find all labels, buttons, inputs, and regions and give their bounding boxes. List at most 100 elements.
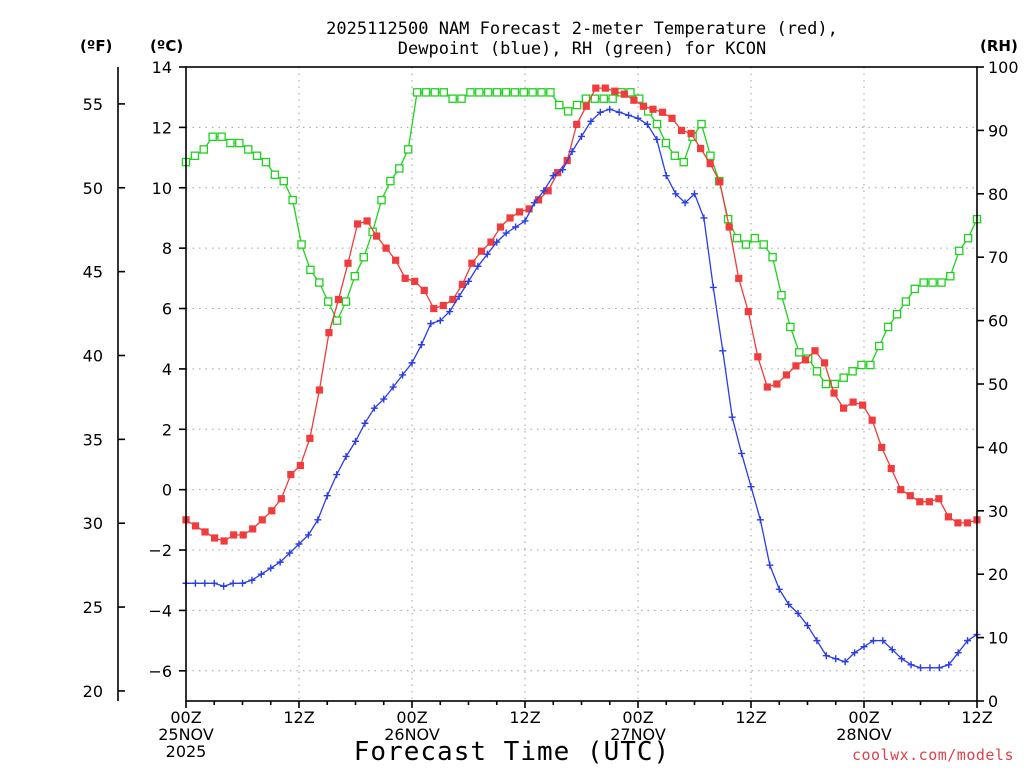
rh-point <box>519 88 528 97</box>
dewpoint-point <box>785 600 793 608</box>
temperature-point <box>935 495 943 503</box>
temperature-point <box>677 126 686 134</box>
temperature-point <box>601 84 609 92</box>
rh-point <box>279 176 289 186</box>
dewpoint-point <box>907 661 915 669</box>
rh-point <box>243 145 253 154</box>
time-tick-label: 12Z <box>283 708 314 727</box>
dewpoint-point <box>747 483 755 491</box>
rh-point <box>821 379 831 389</box>
rh-point <box>190 151 200 161</box>
temperature-point <box>191 522 200 530</box>
rh-point <box>697 119 706 129</box>
time-tick-label: 00Z <box>170 708 201 727</box>
rh-point <box>483 88 493 97</box>
rh-point <box>563 107 573 116</box>
dewpoint-point <box>502 229 510 237</box>
dewpoint-point <box>540 187 548 195</box>
dewpoint-point <box>286 549 294 557</box>
rh-point <box>839 373 848 382</box>
temperature-point <box>639 102 648 110</box>
temperature-point <box>658 108 667 116</box>
time-tick-label: 00Z <box>622 708 653 727</box>
rh-point <box>377 195 386 205</box>
time-tick-label: 27NOV <box>610 725 666 744</box>
temperature-point <box>897 486 905 494</box>
temperature-point <box>230 531 238 539</box>
dewpoint-point <box>399 371 407 379</box>
dewpoint-point <box>446 308 454 316</box>
temperature-point <box>249 525 257 533</box>
temperature-point <box>592 84 600 92</box>
temperature-point <box>258 516 266 524</box>
dewpoint-point <box>804 622 811 630</box>
rh-point <box>608 94 617 103</box>
temperature-point <box>716 178 724 186</box>
rh-point <box>492 88 502 97</box>
rh-tick-label: 10 <box>988 629 1008 648</box>
temperature-point <box>792 362 800 370</box>
dewpoint-point <box>860 643 868 651</box>
dewpoint-point <box>917 664 924 672</box>
rh-point <box>199 145 209 154</box>
rh-point <box>910 284 920 294</box>
rh-point <box>528 88 537 97</box>
temperature-point <box>535 196 543 204</box>
dewpoint-point <box>926 664 934 672</box>
dewpoint-point <box>455 292 463 300</box>
dewpoint-point <box>888 646 896 654</box>
rh-point <box>395 164 404 173</box>
rh-point <box>261 157 271 167</box>
rh-point <box>350 271 360 281</box>
temperature-point <box>668 114 676 122</box>
dewpoint-point <box>794 609 802 617</box>
temperature-point <box>706 160 714 168</box>
celsius-tick-label: 0 <box>162 481 172 500</box>
dewpoint-line <box>186 108 978 669</box>
temperature-point <box>839 404 848 412</box>
celsius-tick-label: 14 <box>152 58 172 77</box>
fahrenheit-tick-label: 45 <box>83 263 103 282</box>
series-temperature <box>182 84 981 545</box>
dewpoint-point <box>587 117 595 125</box>
rh-point <box>448 94 457 103</box>
temperature-point <box>525 205 533 213</box>
rh-point <box>457 94 466 103</box>
dewpoint-point <box>549 172 557 180</box>
rh-point <box>732 233 742 243</box>
temperature-point <box>449 295 457 304</box>
temperature-point <box>411 277 419 285</box>
rh-point <box>874 341 884 351</box>
dewpoint-point <box>559 166 567 174</box>
rh-point <box>919 278 928 287</box>
dewpoint-point <box>352 437 359 445</box>
dewpoint-point <box>954 649 962 657</box>
dewpoint-point <box>361 419 369 427</box>
dewpoint-point <box>738 449 746 457</box>
rh-tick-label: 40 <box>988 438 1008 457</box>
temperature-point <box>916 498 924 506</box>
fahrenheit-tick-label: 40 <box>83 346 103 365</box>
dewpoint-point <box>653 135 661 143</box>
dewpoint-point <box>766 561 774 569</box>
rh-point <box>297 240 306 249</box>
rh-point <box>812 367 822 376</box>
dewpoint-point <box>474 262 482 270</box>
plot-frame <box>185 66 978 702</box>
temperature-point <box>506 214 514 222</box>
temperature-point <box>582 102 590 110</box>
rh-axis-unit: (RH) <box>980 37 1018 55</box>
rh-point <box>741 240 751 249</box>
temperature-point <box>382 244 390 252</box>
time-tick-label: 12Z <box>509 708 540 727</box>
rh-point <box>226 138 235 148</box>
rh-point <box>466 88 475 97</box>
temperature-point <box>458 280 466 288</box>
temperature-point <box>963 519 972 527</box>
temperature-point <box>268 507 276 515</box>
temperature-point <box>487 238 495 246</box>
dewpoint-point <box>257 570 265 578</box>
temperature-point <box>296 461 304 470</box>
time-tick-label: 12Z <box>735 708 766 727</box>
temperature-point <box>315 386 324 394</box>
